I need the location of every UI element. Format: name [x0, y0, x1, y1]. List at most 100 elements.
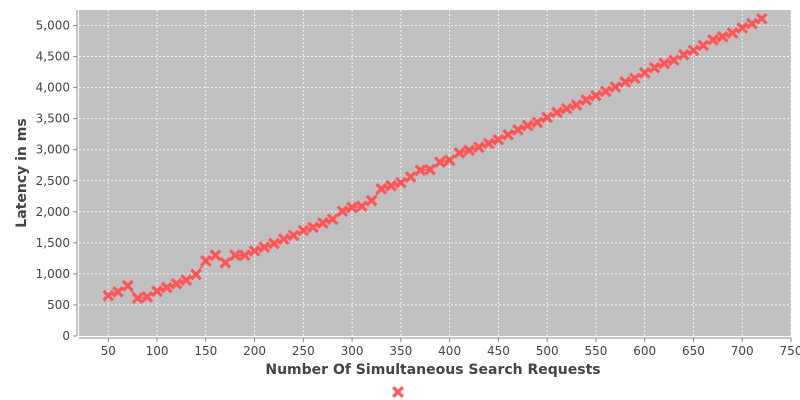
- x-axis-ticks: 50 100 150 200 250 300 350 400 450 500 550 600 650 70…: [101, 338, 800, 358]
- data-point: [395, 176, 407, 189]
- x-tick-label: 450: [487, 344, 510, 358]
- x-tick-label: 750: [780, 344, 800, 358]
- x-tick-label: 200: [243, 344, 266, 358]
- x-tick-label: 300: [341, 344, 364, 358]
- data-point: [726, 27, 739, 39]
- data-point: [170, 277, 183, 290]
- x-tick-label: 700: [731, 344, 754, 358]
- data-point: [716, 30, 729, 43]
- data-point: [434, 156, 446, 168]
- x-tick-label: 650: [682, 344, 705, 358]
- data-point: [580, 94, 593, 106]
- data-point: [707, 33, 719, 46]
- data-point: [609, 81, 622, 93]
- data-point: [268, 237, 280, 250]
- x-tick-label: 400: [438, 344, 461, 358]
- data-point: [570, 99, 583, 111]
- data-point: [199, 255, 212, 267]
- data-point: [209, 249, 222, 262]
- data-point: [297, 224, 310, 237]
- data-point: [336, 205, 349, 218]
- data-point: [229, 249, 241, 262]
- y-tick-label: 4,500: [36, 50, 70, 64]
- data-point: [648, 61, 661, 74]
- data-point: [629, 72, 641, 85]
- x-tick-label: 150: [194, 344, 217, 358]
- data-point: [190, 268, 202, 281]
- data-point: [414, 164, 427, 177]
- data-point: [180, 274, 193, 286]
- data-point: [307, 221, 319, 234]
- y-tick-label: 5,000: [36, 19, 70, 33]
- data-point: [287, 229, 300, 242]
- data-point: [316, 217, 329, 229]
- y-tick-label: 3,000: [36, 143, 70, 157]
- data-point: [590, 89, 602, 102]
- data-point: [151, 285, 163, 298]
- data-point: [248, 245, 261, 257]
- legend-marker: [392, 386, 404, 398]
- data-point: [619, 76, 632, 88]
- data-point: [141, 291, 154, 303]
- data-point: [121, 279, 134, 292]
- data-point: [463, 144, 475, 157]
- y-tick-label: 500: [47, 298, 70, 312]
- y-tick-label: 0: [62, 329, 70, 343]
- data-point: [365, 194, 378, 207]
- data-point: [238, 249, 251, 262]
- series-layer: [102, 12, 768, 304]
- data-point: [385, 179, 397, 192]
- data-point: [453, 146, 466, 159]
- legend: [392, 386, 404, 398]
- data-point: [638, 66, 651, 79]
- data-point: [746, 17, 758, 30]
- data-point: [551, 106, 563, 119]
- y-tick-label: 1,000: [36, 267, 70, 281]
- data-point: [424, 163, 436, 176]
- data-point: [131, 292, 144, 304]
- data-point: [687, 44, 700, 57]
- data-point: [258, 241, 271, 254]
- x-tick-label: 550: [584, 344, 607, 358]
- data-point: [658, 57, 671, 70]
- x-tick-label: 350: [389, 344, 412, 358]
- data-point: [443, 154, 456, 167]
- data-point: [541, 111, 554, 124]
- data-point: [375, 182, 388, 195]
- data-point: [492, 133, 505, 146]
- data-point: [326, 213, 339, 226]
- data-point: [531, 116, 544, 129]
- x-tick-label: 250: [292, 344, 315, 358]
- data-point: [512, 123, 524, 136]
- data-point: [755, 12, 768, 25]
- y-tick-label: 1,500: [36, 236, 70, 250]
- x-tick-label: 600: [633, 344, 656, 358]
- data-point: [599, 85, 612, 98]
- x-tick-label: 50: [101, 344, 116, 358]
- data-point: [736, 22, 749, 34]
- data-point: [668, 54, 680, 67]
- data-point: [521, 119, 534, 132]
- data-point: [102, 289, 115, 302]
- data-point: [277, 233, 290, 245]
- x-axis-title: Number Of Simultaneous Search Requests: [265, 362, 600, 378]
- data-point: [677, 48, 690, 61]
- data-point: [404, 171, 417, 183]
- data-point: [473, 141, 485, 154]
- data-point: [502, 128, 515, 141]
- data-point: [346, 201, 358, 214]
- data-point: [697, 39, 710, 52]
- y-tick-label: 3,500: [36, 112, 70, 126]
- x-tick-label: 100: [146, 344, 169, 358]
- y-tick-label: 2,000: [36, 205, 70, 219]
- data-point: [355, 200, 368, 213]
- y-tick-label: 2,500: [36, 174, 70, 188]
- y-tick-label: 4,000: [36, 81, 70, 95]
- data-point: [482, 137, 495, 150]
- y-axis-title: Latency in ms: [14, 118, 30, 227]
- data-point: [560, 102, 573, 115]
- x-tick-label: 500: [536, 344, 559, 358]
- data-point: [112, 286, 124, 298]
- y-axis-ticks: 0 500 1,000 1,500 2,000 2,500 3,000 3,500 4,000 4…: [36, 19, 77, 343]
